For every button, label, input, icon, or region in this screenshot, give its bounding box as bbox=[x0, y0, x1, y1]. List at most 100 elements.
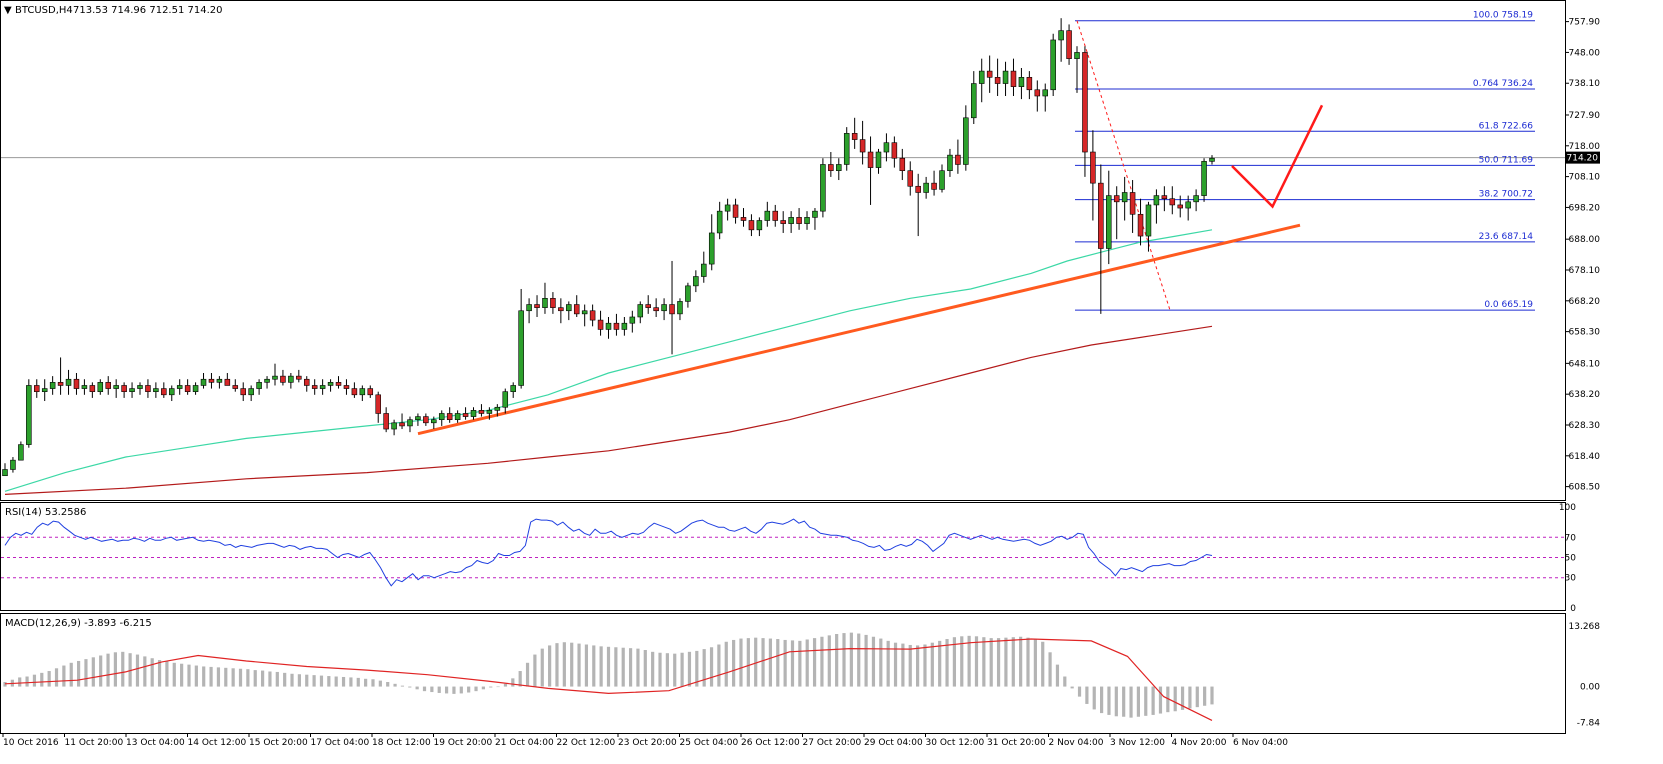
bear-candle-body bbox=[224, 378, 231, 386]
candle bbox=[716, 201, 723, 240]
macd-histogram-bar bbox=[327, 676, 331, 687]
bear-candle-body bbox=[335, 382, 342, 386]
candle bbox=[200, 373, 207, 389]
candle bbox=[597, 310, 604, 336]
bear-candle-body bbox=[121, 385, 127, 392]
macd-histogram-bar bbox=[1019, 636, 1023, 687]
macd-histogram-bar bbox=[18, 677, 22, 687]
macd-histogram-bar bbox=[187, 664, 191, 687]
fib-level-label: 38.2 700.72 bbox=[1479, 190, 1533, 200]
candle bbox=[939, 164, 945, 193]
bull-candle-body bbox=[963, 117, 969, 165]
fib-level-label: 50.0 711.69 bbox=[1479, 155, 1534, 165]
candle bbox=[327, 379, 334, 392]
macd-histogram-bar bbox=[614, 647, 618, 687]
candle bbox=[97, 379, 104, 395]
macd-histogram-bar bbox=[761, 638, 765, 687]
candle bbox=[303, 376, 310, 392]
bull-candle-body bbox=[200, 378, 207, 386]
macd-histogram-bar bbox=[253, 670, 257, 687]
candle bbox=[208, 373, 215, 389]
bull-candle-body bbox=[176, 385, 183, 389]
macd-histogram-bar bbox=[1151, 686, 1155, 715]
time-tick-label: 19 Oct 20:00 bbox=[434, 738, 493, 748]
macd-histogram-bar bbox=[930, 642, 934, 687]
trend-line[interactable] bbox=[417, 223, 1301, 436]
candle bbox=[161, 382, 167, 398]
bull-candle-body bbox=[10, 459, 16, 470]
bear-candle-body bbox=[899, 157, 906, 171]
macd-histogram-bar bbox=[165, 661, 169, 687]
price-tick-label: 748.00 bbox=[1569, 48, 1601, 58]
fib-level-label: 100.0 758.19 bbox=[1473, 11, 1533, 21]
moving-average-line bbox=[4, 325, 1213, 495]
bull-candle-body bbox=[1050, 39, 1056, 91]
candle bbox=[34, 379, 40, 398]
bear-candle-body bbox=[423, 416, 429, 424]
macd-histogram-bar bbox=[386, 682, 390, 687]
macd-histogram-bar bbox=[1158, 686, 1163, 714]
macd-histogram-bar bbox=[702, 649, 706, 687]
bear-candle-body bbox=[208, 378, 215, 383]
macd-histogram-bar bbox=[364, 678, 368, 687]
candle bbox=[605, 316, 612, 339]
support-trend-line bbox=[417, 223, 1301, 436]
macd-histogram-bar bbox=[673, 653, 677, 687]
price-tick-label: 727.90 bbox=[1569, 111, 1601, 121]
price-tick-label: 738.10 bbox=[1569, 79, 1601, 89]
time-tick-label: 31 Oct 20:00 bbox=[987, 738, 1046, 748]
time-tick-label: 11 Oct 20:00 bbox=[65, 738, 124, 748]
bull-candle-body bbox=[1042, 89, 1049, 97]
main-panel-frame bbox=[0, 0, 1566, 501]
bull-candle-body bbox=[438, 413, 445, 420]
bear-candle-body bbox=[57, 382, 64, 386]
bull-candle-body bbox=[939, 170, 945, 190]
collapse-arrow-icon[interactable]: ▼ bbox=[4, 5, 12, 16]
macd-histogram-bar bbox=[1136, 686, 1141, 717]
macd-histogram-bar bbox=[84, 659, 88, 687]
price-tick-label: 668.20 bbox=[1569, 297, 1601, 307]
bear-candle-body bbox=[446, 413, 453, 420]
bear-candle-body bbox=[645, 304, 651, 308]
macd-histogram-bar bbox=[938, 640, 942, 687]
bear-candle-body bbox=[1137, 213, 1144, 237]
candle bbox=[319, 379, 326, 395]
candle bbox=[1042, 83, 1049, 112]
candle bbox=[978, 58, 985, 103]
bull-candle-body bbox=[216, 378, 223, 383]
candle bbox=[1121, 176, 1128, 221]
macd-histogram-bar bbox=[606, 646, 611, 687]
price-tick-label: 718.00 bbox=[1569, 142, 1601, 152]
candle bbox=[621, 316, 628, 336]
time-tick-label: 15 Oct 20:00 bbox=[249, 738, 308, 748]
rsi-tick-label: 0 bbox=[1570, 604, 1576, 614]
bull-candle-body bbox=[264, 378, 270, 383]
candle bbox=[113, 379, 119, 398]
bull-candle-body bbox=[716, 210, 723, 234]
candle bbox=[899, 148, 906, 181]
candle bbox=[764, 201, 771, 227]
macd-histogram-bar bbox=[62, 665, 66, 687]
bull-candle-body bbox=[875, 151, 882, 168]
macd-histogram-bar bbox=[25, 676, 29, 687]
macd-histogram-bar bbox=[106, 653, 110, 687]
bear-candle-body bbox=[931, 182, 937, 190]
price-tick-label: 678.10 bbox=[1569, 266, 1601, 276]
macd-histogram-bar bbox=[1085, 686, 1089, 704]
macd-histogram-bar bbox=[1004, 637, 1008, 687]
candle bbox=[248, 385, 254, 402]
bear-candle-body bbox=[73, 378, 80, 389]
macd-histogram-bar bbox=[202, 666, 206, 687]
candle bbox=[661, 298, 667, 321]
macd-histogram-bar bbox=[820, 636, 824, 687]
bear-candle-body bbox=[780, 220, 786, 224]
bear-candle-body bbox=[1034, 89, 1041, 97]
bull-candle-body bbox=[836, 164, 842, 171]
macd-histogram-bar bbox=[695, 650, 699, 687]
fibonacci-retracement[interactable]: 100.0 758.19 0.764 736.24 61.8 722.66 50.0 … bbox=[1075, 11, 1535, 311]
bull-candle-body bbox=[637, 304, 644, 318]
bull-candle-body bbox=[431, 419, 437, 424]
symbol-label: BTCUSD,H4 bbox=[15, 5, 73, 16]
bull-candle-body bbox=[947, 154, 953, 171]
macd-histogram-bar bbox=[835, 634, 839, 687]
